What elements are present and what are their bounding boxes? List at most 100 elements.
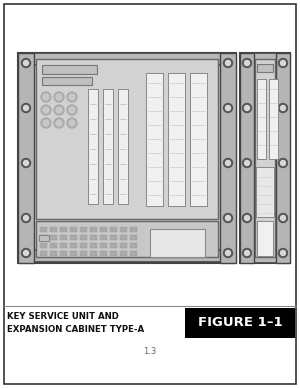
Bar: [120, 243, 127, 248]
Bar: [168, 73, 185, 206]
Circle shape: [280, 251, 286, 256]
Circle shape: [54, 105, 64, 115]
Bar: [90, 251, 97, 256]
Bar: [80, 243, 87, 248]
Circle shape: [67, 118, 77, 128]
Circle shape: [278, 59, 287, 68]
Bar: [88, 89, 98, 204]
Bar: [110, 235, 117, 240]
Bar: [100, 243, 107, 248]
Circle shape: [244, 251, 250, 256]
Bar: [240, 251, 290, 263]
Bar: [276, 53, 290, 263]
Bar: [118, 89, 128, 204]
Circle shape: [242, 159, 251, 168]
Circle shape: [23, 61, 28, 66]
Circle shape: [278, 159, 287, 168]
Circle shape: [67, 105, 77, 115]
Bar: [36, 221, 218, 257]
Bar: [18, 250, 236, 262]
Circle shape: [226, 61, 230, 66]
Bar: [60, 243, 67, 248]
Circle shape: [43, 107, 49, 113]
Bar: [120, 227, 127, 232]
Text: FIGURE 1–1: FIGURE 1–1: [198, 317, 282, 329]
Circle shape: [43, 120, 49, 126]
Circle shape: [224, 213, 232, 222]
Bar: [130, 243, 137, 248]
Bar: [240, 53, 254, 263]
Circle shape: [23, 106, 28, 111]
Bar: [130, 227, 137, 232]
Circle shape: [43, 94, 49, 100]
Bar: [130, 251, 137, 256]
Bar: [185, 308, 295, 338]
Bar: [256, 167, 274, 217]
Bar: [257, 79, 266, 159]
Bar: [220, 53, 236, 263]
Bar: [60, 227, 67, 232]
Bar: [70, 227, 77, 232]
Bar: [70, 251, 77, 256]
Circle shape: [41, 92, 51, 102]
Circle shape: [69, 107, 75, 113]
Bar: [18, 53, 236, 65]
Bar: [18, 53, 236, 263]
Circle shape: [56, 107, 62, 113]
Bar: [50, 243, 57, 248]
Circle shape: [278, 104, 287, 113]
Bar: [60, 251, 67, 256]
Bar: [110, 243, 117, 248]
Bar: [150, 229, 205, 257]
Bar: [50, 235, 57, 240]
Bar: [50, 227, 57, 232]
Bar: [110, 227, 117, 232]
Bar: [40, 251, 47, 256]
Circle shape: [54, 92, 64, 102]
Bar: [80, 251, 87, 256]
Bar: [103, 89, 113, 204]
Circle shape: [67, 92, 77, 102]
Circle shape: [23, 251, 28, 256]
Bar: [110, 251, 117, 256]
Circle shape: [22, 213, 31, 222]
Circle shape: [280, 106, 286, 111]
Circle shape: [242, 248, 251, 258]
Bar: [190, 73, 207, 206]
Bar: [40, 243, 47, 248]
Circle shape: [226, 106, 230, 111]
Circle shape: [41, 105, 51, 115]
Bar: [269, 79, 278, 159]
Circle shape: [56, 94, 62, 100]
Bar: [90, 235, 97, 240]
Circle shape: [244, 215, 250, 220]
Circle shape: [242, 59, 251, 68]
Circle shape: [23, 215, 28, 220]
Circle shape: [22, 104, 31, 113]
Circle shape: [244, 61, 250, 66]
Circle shape: [22, 159, 31, 168]
Bar: [255, 59, 275, 257]
Circle shape: [224, 248, 232, 258]
Circle shape: [224, 59, 232, 68]
Text: 1.3: 1.3: [143, 348, 157, 357]
Bar: [240, 53, 290, 65]
Circle shape: [224, 104, 232, 113]
Circle shape: [69, 120, 75, 126]
Circle shape: [41, 118, 51, 128]
Bar: [70, 235, 77, 240]
Bar: [39, 235, 49, 241]
Circle shape: [280, 161, 286, 166]
Bar: [100, 251, 107, 256]
Bar: [257, 221, 273, 256]
Bar: [36, 59, 218, 219]
Circle shape: [54, 118, 64, 128]
Circle shape: [226, 251, 230, 256]
Circle shape: [224, 159, 232, 168]
Circle shape: [226, 161, 230, 166]
Circle shape: [278, 213, 287, 222]
Bar: [50, 251, 57, 256]
Circle shape: [280, 61, 286, 66]
Bar: [257, 64, 273, 72]
Bar: [100, 235, 107, 240]
